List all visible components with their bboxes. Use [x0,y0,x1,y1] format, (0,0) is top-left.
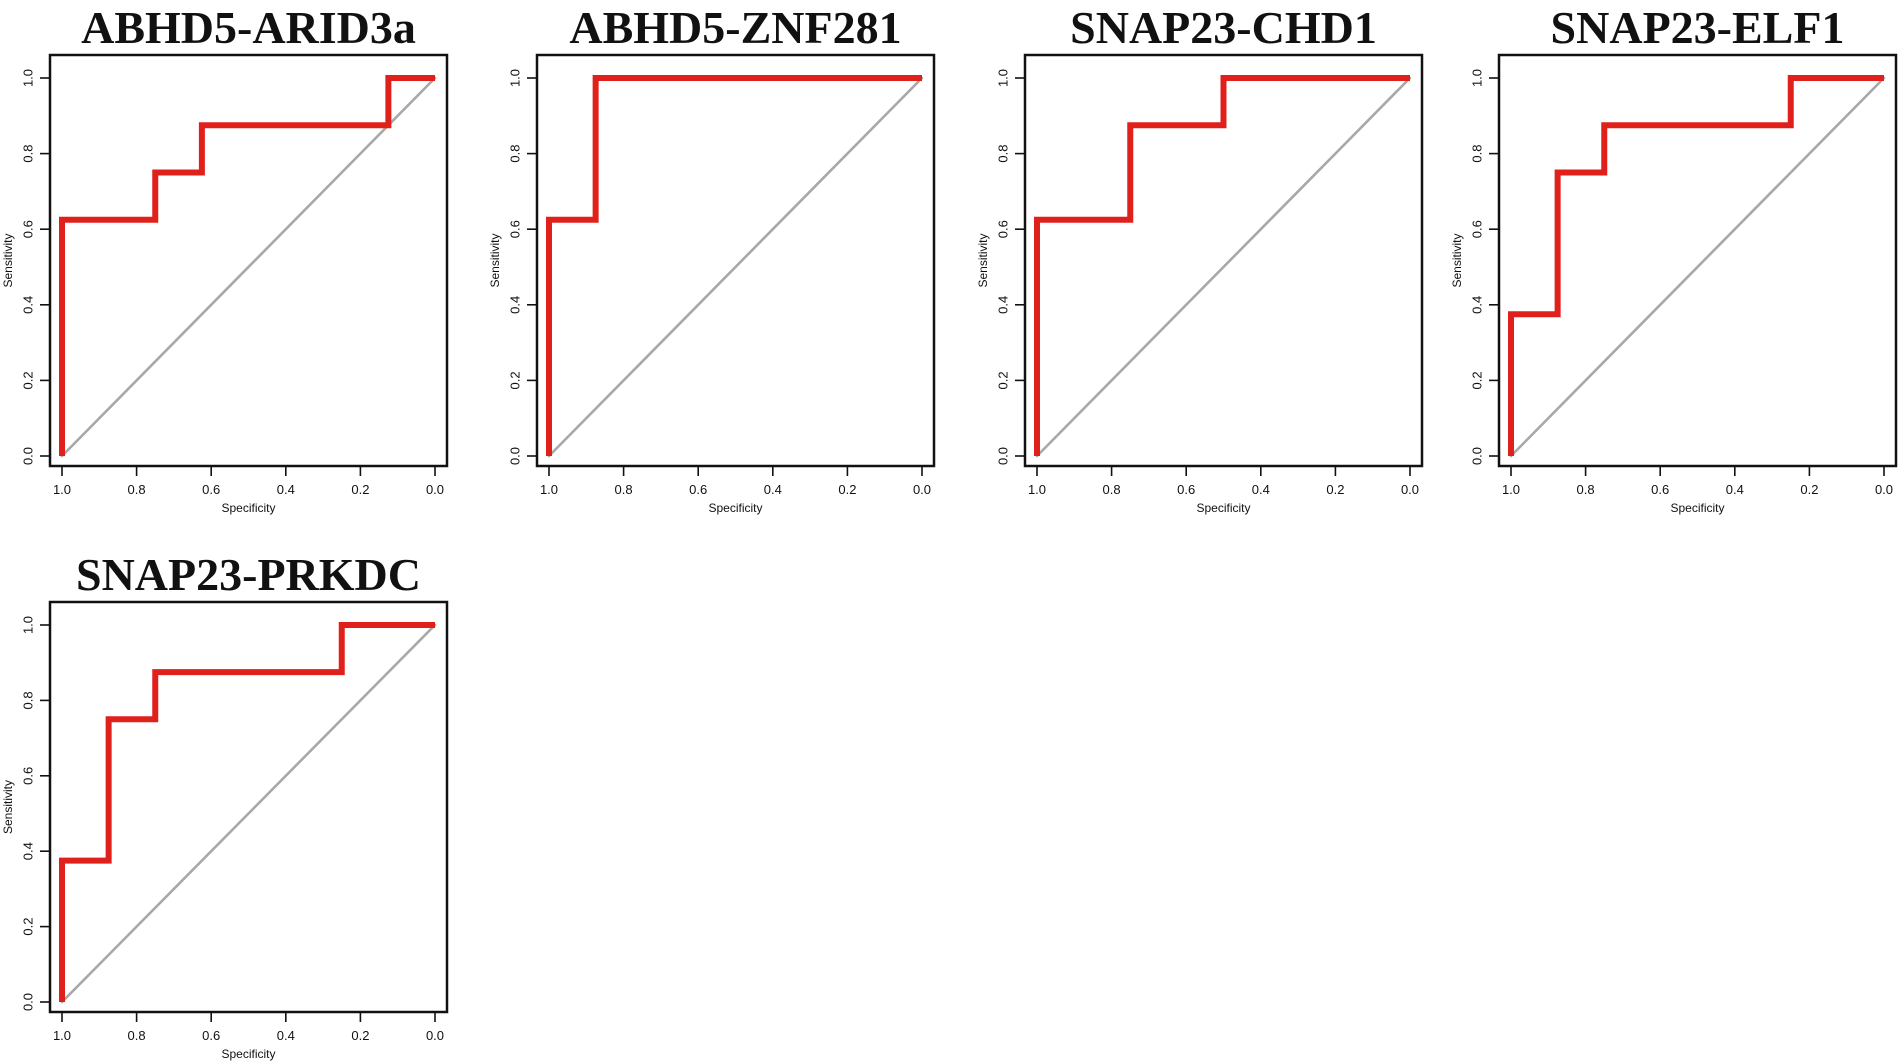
panel-1-plot-frame [48,53,449,468]
panel-3-ylabel: Sensitivity [976,233,990,287]
panel-4-xtick-label-2: 0.6 [1651,482,1669,497]
panel-2-ytick-label-4: 0.8 [508,145,523,163]
panel-2-reference-diagonal [547,76,924,458]
panel-1-roc-curve [59,75,435,456]
panel-5-title: SNAP23-PRKDC [76,549,421,600]
panel-5-xtick-label-0: 1.0 [53,1028,71,1043]
panel-2-xtick-label-4: 0.2 [838,482,856,497]
panel-4-title: SNAP23-ELF1 [1551,2,1845,53]
panel-4-xtick-label-0: 1.0 [1502,482,1520,497]
panel-5: SNAP23-PRKDC 1.0 0.8 0.6 0.4 0.2 0.0 0.0 0.2 0.4 0… [1,549,449,1061]
panel-4-ytick-label-1: 0.2 [1470,371,1485,389]
panel-1-ytick-label-2: 0.4 [21,296,36,314]
panel-2-ytick-label-2: 0.4 [508,296,523,314]
panel-1-xtick-label-0: 1.0 [53,482,71,497]
panel-1-xtick-label-4: 0.2 [351,482,369,497]
panel-1-reference-diagonal [60,76,437,458]
panel-2-xtick-label-3: 0.4 [764,482,782,497]
panel-5-ytick-label-1: 0.2 [21,918,36,936]
panel-3-ytick-label-0: 0.0 [996,447,1011,465]
panel-3-xtick-label-3: 0.4 [1252,482,1270,497]
panel-4-xtick-label-3: 0.4 [1726,482,1744,497]
panel-4-xtick-label-4: 0.2 [1800,482,1818,497]
panel-3-ytick-label-2: 0.4 [996,296,1011,314]
panel-5-xtick-label-5: 0.0 [426,1028,444,1043]
panel-3-reference-diagonal [1035,76,1412,458]
panel-2-ytick-label-5: 1.0 [508,69,523,87]
panel-3-plot-frame [1023,53,1424,468]
panel-2-xtick-label-0: 1.0 [540,482,558,497]
panel-5-xtick-label-4: 0.2 [351,1028,369,1043]
panel-1-xtick-label-3: 0.4 [277,482,295,497]
panel-4-ytick-label-2: 0.4 [1470,296,1485,314]
panel-5-xtick-label-2: 0.6 [202,1028,220,1043]
panel-5-xlabel: Specificity [221,1047,275,1061]
panel-5-ytick-label-4: 0.8 [21,691,36,709]
panel-4-xtick-label-5: 0.0 [1875,482,1893,497]
panel-1-title: ABHD5-ARID3a [81,2,416,53]
panel-3-xtick-label-2: 0.6 [1177,482,1195,497]
panel-4: SNAP23-ELF1 1.0 0.8 0.6 0.4 0.2 0.0 0.0 0.2 0.4 0.… [1450,2,1898,515]
panel-1-ytick-label-1: 0.2 [21,371,36,389]
panel-5-xtick-label-3: 0.4 [277,1028,295,1043]
panel-3-xtick-label-0: 1.0 [1028,482,1046,497]
panel-4-ylabel: Sensitivity [1450,233,1464,287]
panel-3-ytick-label-4: 0.8 [996,145,1011,163]
panel-2-xlabel: Specificity [708,501,762,515]
panel-3-ytick-label-5: 1.0 [996,69,1011,87]
panel-2-xtick-label-1: 0.8 [615,482,633,497]
panel-4-reference-diagonal [1509,76,1886,458]
panel-2-ylabel: Sensitivity [488,233,502,287]
panel-1-xtick-label-2: 0.6 [202,482,220,497]
panel-5-ytick-label-3: 0.6 [21,767,36,785]
panel-2-title: ABHD5-ZNF281 [569,2,901,53]
panel-3-title: SNAP23-CHD1 [1070,2,1377,53]
panel-5-ytick-label-0: 0.0 [21,993,36,1011]
panel-4-ytick-label-3: 0.6 [1470,220,1485,238]
panel-4-ytick-label-4: 0.8 [1470,145,1485,163]
panel-2-ytick-label-3: 0.6 [508,220,523,238]
panel-1-ylabel: Sensitivity [1,233,15,287]
panel-1-ytick-label-5: 1.0 [21,69,36,87]
panel-3-xtick-label-1: 0.8 [1103,482,1121,497]
panel-4-ytick-label-5: 1.0 [1470,69,1485,87]
panel-5-ytick-label-5: 1.0 [21,616,36,634]
panel-3-xtick-label-4: 0.2 [1326,482,1344,497]
panel-4-plot-frame [1497,53,1898,468]
panel-1: ABHD5-ARID3a 1.0 0.8 0.6 0.4 0.2 0.0 0.0 0.2 0.4 0… [1,2,449,515]
panel-1-ytick-label-4: 0.8 [21,145,36,163]
panel-1-xtick-label-5: 0.0 [426,482,444,497]
panel-2-ytick-label-1: 0.2 [508,371,523,389]
panel-4-roc-curve [1508,75,1884,456]
panel-3-xlabel: Specificity [1196,501,1250,515]
panel-2-xtick-label-2: 0.6 [689,482,707,497]
panel-5-reference-diagonal [60,623,437,1004]
panel-2: ABHD5-ZNF281 1.0 0.8 0.6 0.4 0.2 0.0 0.0 0.2 0.4 0… [488,2,936,515]
panel-4-ytick-label-0: 0.0 [1470,447,1485,465]
panel-5-ytick-label-2: 0.4 [21,842,36,860]
panel-3-ytick-label-1: 0.2 [996,371,1011,389]
panel-1-ytick-label-3: 0.6 [21,220,36,238]
panel-4-xlabel: Specificity [1670,501,1724,515]
panel-3-xtick-label-5: 0.0 [1401,482,1419,497]
panel-3: SNAP23-CHD1 1.0 0.8 0.6 0.4 0.2 0.0 0.0 0.2 0.4 0.… [976,2,1424,515]
panel-5-roc-curve [59,622,435,1002]
panel-1-xtick-label-1: 0.8 [128,482,146,497]
panel-5-ylabel: Sensitivity [1,780,15,834]
panel-1-ytick-label-0: 0.0 [21,447,36,465]
panel-5-xtick-label-1: 0.8 [128,1028,146,1043]
panel-3-ytick-label-3: 0.6 [996,220,1011,238]
panel-2-plot-frame [535,53,936,468]
panel-5-plot-frame [48,600,449,1014]
panel-1-xlabel: Specificity [221,501,275,515]
panel-2-ytick-label-0: 0.0 [508,447,523,465]
panel-4-xtick-label-1: 0.8 [1577,482,1595,497]
panel-2-roc-curve [546,75,922,456]
panel-2-xtick-label-5: 0.0 [913,482,931,497]
panel-3-roc-curve [1034,75,1410,456]
